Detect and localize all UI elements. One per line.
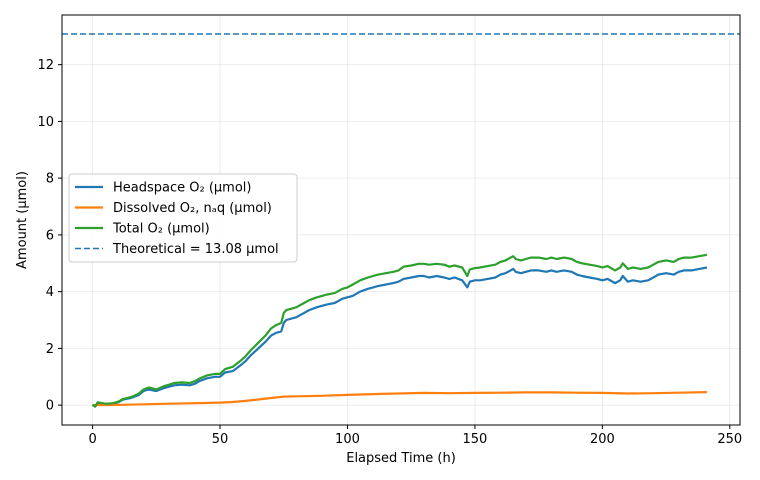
y-axis-label: Amount (μmol) xyxy=(15,171,30,269)
legend-label: Total O₂ (μmol) xyxy=(112,222,210,237)
series-line-0 xyxy=(92,266,708,408)
x-axis-label: Elapsed Time (h) xyxy=(346,451,456,466)
y-tick-label: 12 xyxy=(37,58,54,73)
series-line-1 xyxy=(92,391,707,407)
y-tick-label: 0 xyxy=(46,399,54,414)
legend: Headspace O₂ (μmol) Dissolved O₂, nₐq (μm… xyxy=(68,173,298,263)
axis-ticks: 0 50 100 150 200 250 0 2 4 6 8 10 12 xyxy=(37,58,742,447)
y-tick-label: 6 xyxy=(46,228,54,243)
legend-box xyxy=(68,173,298,263)
x-tick-label: 250 xyxy=(717,432,742,447)
legend-label: Dissolved O₂, nₐq (μmol) xyxy=(113,201,272,216)
x-tick-label: 150 xyxy=(463,432,488,447)
series-line-2 xyxy=(91,253,708,408)
plot-series xyxy=(62,33,740,408)
legend-label: Theoretical = 13.08 μmol xyxy=(112,242,279,257)
y-tick-label: 8 xyxy=(46,172,54,187)
plot-frame xyxy=(61,14,741,426)
y-tick-label: 2 xyxy=(46,342,54,357)
x-tick-label: 100 xyxy=(335,432,360,447)
y-tick-label: 10 xyxy=(37,115,54,130)
x-tick-label: 0 xyxy=(88,432,96,447)
x-tick-label: 50 xyxy=(212,432,229,447)
legend-label: Headspace O₂ (μmol) xyxy=(113,181,251,196)
x-tick-label: 200 xyxy=(590,432,615,447)
y-tick-label: 4 xyxy=(46,285,54,300)
